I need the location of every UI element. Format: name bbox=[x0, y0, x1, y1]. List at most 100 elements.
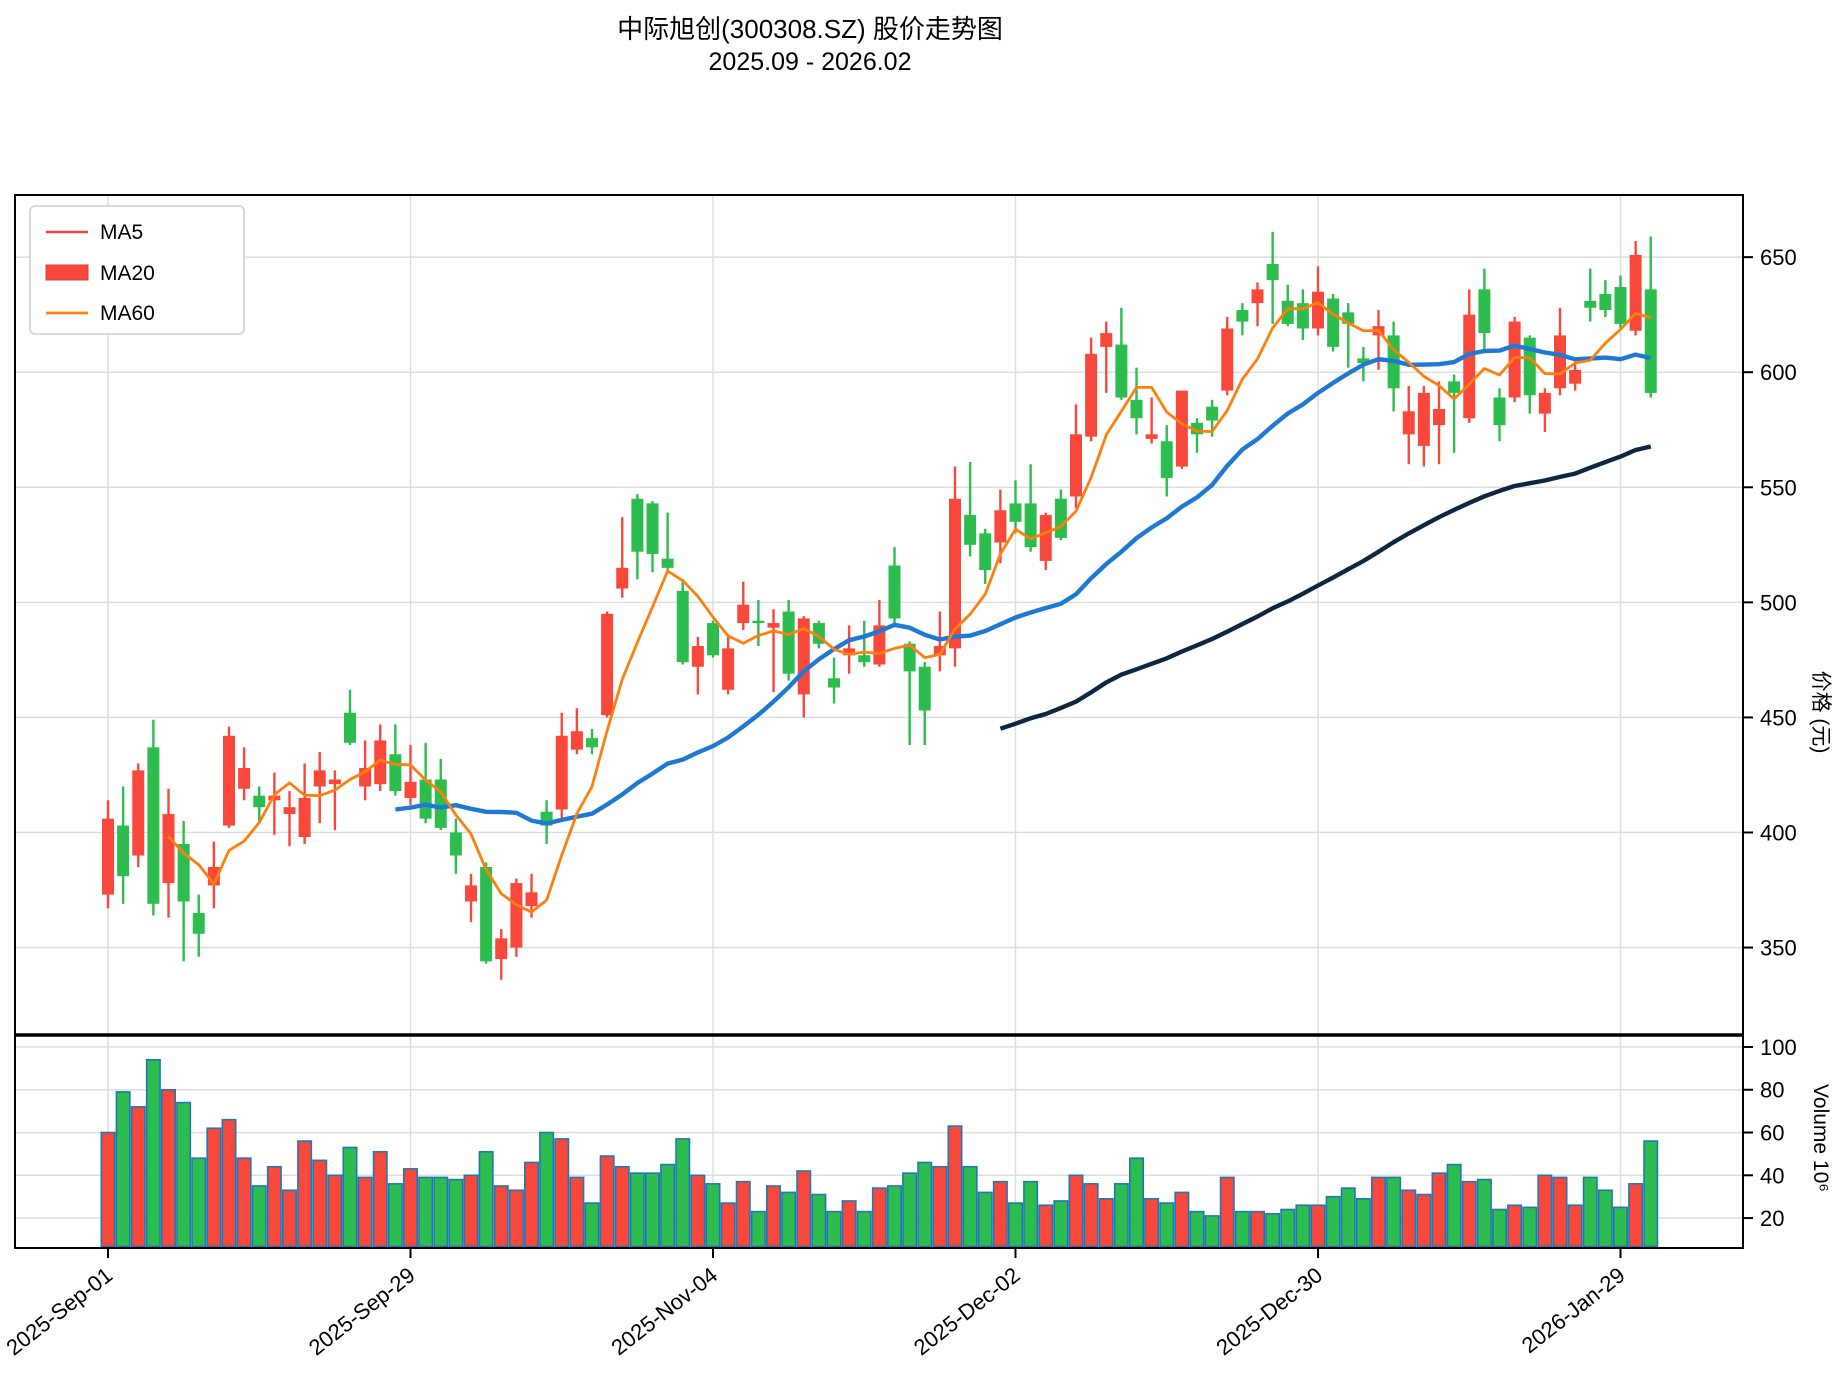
price-tick-label: 350 bbox=[1760, 936, 1797, 961]
candle-body bbox=[1039, 514, 1052, 561]
volume-bar bbox=[841, 1200, 857, 1248]
candle bbox=[1327, 293, 1340, 352]
candle-body bbox=[525, 892, 538, 907]
volume-bar bbox=[1401, 1189, 1417, 1248]
date-tick-label: 2025-Sep-01 bbox=[1, 1262, 117, 1360]
candle-body bbox=[1115, 344, 1128, 398]
candle bbox=[253, 786, 266, 824]
candle-body bbox=[132, 770, 145, 856]
volume-bar bbox=[1537, 1174, 1553, 1248]
volume-bar bbox=[1582, 1176, 1598, 1248]
price-tick-label: 650 bbox=[1760, 245, 1797, 270]
candle bbox=[586, 728, 598, 755]
candle-body bbox=[404, 781, 417, 798]
candle bbox=[1554, 307, 1566, 396]
volume-bar bbox=[281, 1189, 297, 1248]
candle bbox=[1070, 404, 1082, 508]
candle bbox=[1145, 397, 1158, 444]
candle-body bbox=[903, 643, 916, 672]
candle-body bbox=[147, 747, 160, 904]
candle-body bbox=[1357, 358, 1370, 363]
candle-body bbox=[298, 797, 311, 838]
chart-subtitle: 2025.09 - 2026.02 bbox=[708, 48, 912, 76]
candle-body bbox=[616, 567, 629, 589]
volume-bar bbox=[130, 1106, 146, 1248]
candle-body bbox=[676, 590, 689, 663]
volume-bar bbox=[1098, 1198, 1114, 1248]
candle-body bbox=[1463, 314, 1476, 419]
candle-body bbox=[782, 611, 795, 674]
candle bbox=[1312, 266, 1324, 336]
candle-body bbox=[661, 558, 674, 568]
candle-body bbox=[752, 620, 765, 624]
date-tick-label: 2025-Dec-02 bbox=[909, 1262, 1025, 1360]
candle bbox=[1191, 418, 1203, 453]
candle bbox=[616, 517, 629, 598]
volume-bar bbox=[1325, 1195, 1341, 1248]
candle-body bbox=[691, 646, 704, 667]
candle-body bbox=[238, 768, 251, 789]
candle bbox=[449, 818, 462, 874]
candle-body bbox=[192, 913, 205, 934]
candles-group bbox=[102, 231, 1657, 980]
candle-body bbox=[419, 779, 432, 819]
volume-bar bbox=[599, 1155, 615, 1248]
volume-bar bbox=[1219, 1176, 1235, 1248]
candle bbox=[480, 862, 493, 964]
candle bbox=[1221, 316, 1234, 396]
candle bbox=[1614, 275, 1627, 329]
candle bbox=[828, 657, 840, 704]
volume-bar bbox=[1461, 1180, 1477, 1248]
volume-bar bbox=[584, 1202, 600, 1248]
volume-bar bbox=[1371, 1176, 1387, 1248]
volume-bar bbox=[796, 1170, 812, 1248]
volume-bar bbox=[1204, 1215, 1220, 1248]
volume-bar bbox=[644, 1172, 660, 1248]
volume-bar bbox=[1053, 1200, 1069, 1248]
volume-bar bbox=[145, 1059, 161, 1248]
candle bbox=[1281, 284, 1294, 327]
candle bbox=[903, 641, 916, 746]
candle-body bbox=[480, 867, 493, 962]
candle bbox=[570, 708, 583, 755]
volume-bar bbox=[115, 1091, 131, 1248]
candle-body bbox=[253, 795, 266, 808]
candle bbox=[192, 894, 205, 957]
candle-body bbox=[1206, 406, 1219, 421]
volume-bar bbox=[962, 1165, 978, 1248]
volume-bar bbox=[932, 1165, 948, 1248]
volume-bar bbox=[478, 1150, 494, 1248]
candle-body bbox=[1629, 254, 1642, 331]
volume-bar bbox=[1250, 1210, 1266, 1248]
volume-bar bbox=[448, 1178, 464, 1248]
date-tick-label: 2025-Dec-30 bbox=[1211, 1262, 1327, 1360]
volume-axis-label: Volume 10⁶ bbox=[1809, 1084, 1832, 1192]
candle-body bbox=[949, 498, 961, 649]
candle-body bbox=[1266, 264, 1279, 281]
candle bbox=[979, 528, 992, 584]
volume-bar bbox=[781, 1191, 797, 1248]
candle bbox=[162, 788, 175, 918]
volume-bar bbox=[1038, 1204, 1054, 1248]
candle bbox=[767, 609, 780, 693]
volume-bar bbox=[191, 1157, 207, 1248]
candle-body bbox=[1145, 434, 1158, 439]
volume-bar bbox=[402, 1168, 418, 1248]
candle-body bbox=[1221, 328, 1234, 391]
candle-body bbox=[1009, 503, 1022, 522]
volume-bar bbox=[327, 1174, 343, 1248]
legend-label-ma20: MA20 bbox=[100, 262, 155, 285]
candle-body bbox=[767, 623, 780, 628]
volume-bar bbox=[176, 1101, 192, 1248]
volume-bar bbox=[1552, 1176, 1568, 1248]
volume-bar bbox=[1446, 1163, 1462, 1248]
candle-body bbox=[707, 623, 719, 656]
candle bbox=[888, 547, 901, 624]
volume-bar bbox=[1068, 1174, 1084, 1248]
date-tick-label: 2025-Nov-04 bbox=[606, 1262, 722, 1360]
candle-body bbox=[1493, 397, 1506, 426]
candle-body bbox=[1478, 289, 1491, 334]
candle-body bbox=[964, 514, 977, 545]
candle bbox=[1236, 303, 1249, 336]
